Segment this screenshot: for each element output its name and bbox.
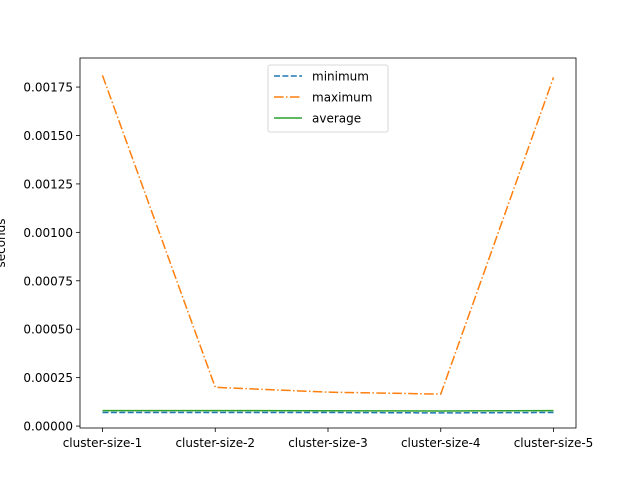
x-tick-label: cluster-size-5 [514,436,594,450]
x-tick-label: cluster-size-3 [288,436,368,450]
y-axis: 0.00000 0.00025 0.00050 0.00075 0.00100 0.001… [23,81,80,434]
legend-label-minimum: minimum [312,70,369,84]
y-tick-label: 0.00100 [23,226,73,240]
series-line-maximum [101,75,555,395]
series-layer [101,75,555,414]
y-axis-label: seconds [0,218,8,267]
y-tick-label: 0.00000 [23,420,73,434]
legend: minimum maximum average [267,64,389,133]
legend-label-average: average [312,112,361,126]
x-tick-label: cluster-size-2 [175,436,255,450]
y-tick-label: 0.00150 [23,129,73,143]
y-tick-label: 0.00050 [23,323,73,337]
legend-box [267,64,389,133]
y-tick-label: 0.00125 [23,177,73,191]
y-tick-label: 0.00075 [23,274,73,288]
legend-label-maximum: maximum [312,91,372,105]
x-tick-label: cluster-size-1 [63,436,143,450]
y-tick-label: 0.00175 [23,81,73,95]
x-tick-label: cluster-size-4 [401,436,481,450]
x-axis: cluster-size-1 cluster-size-2 cluster-size… [63,428,594,450]
plot-frame [79,57,577,429]
y-tick-label: 0.00025 [23,371,73,385]
